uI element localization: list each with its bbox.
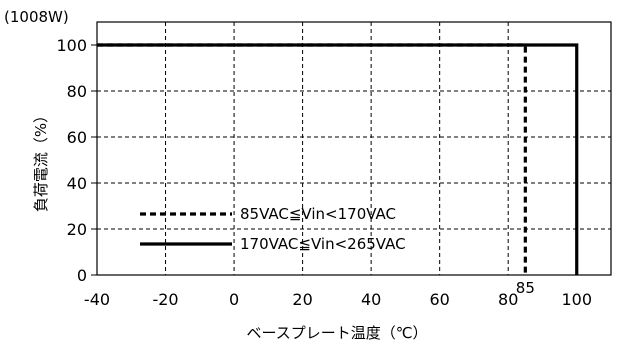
x-tick-label: 0 [229,290,239,309]
x-axis-label: ベースプレート温度（℃） [246,324,427,342]
series-line-2 [97,43,579,275]
legend-label-2: 170VAC≦Vin<265VAC [240,235,406,253]
y-tick-label: 60 [67,128,87,147]
x-tick-label: 20 [292,290,312,309]
x-tick-label: 80 [498,290,518,309]
y-tick-label: 20 [67,220,87,239]
series-layer [97,43,579,275]
x-tick-label: -20 [152,290,178,309]
tick-labels: -40 -20 0 20 40 60 80 100 0 20 40 60 80 100 85 [56,36,592,309]
plot-area-border [96,21,612,276]
y-tick-label: 40 [67,174,87,193]
y-axis-label: 負荷電流（%） [32,108,50,212]
y-tick-label: 80 [67,82,87,101]
x-tick-label: 60 [429,290,449,309]
legend-label-1: 85VAC≦Vin<170VAC [240,205,396,223]
legend: 85VAC≦Vin<170VAC 170VAC≦Vin<265VAC [140,205,406,253]
annotation-label: 85 [516,279,535,297]
x-tick-label: 40 [361,290,381,309]
plot-frame [91,21,612,276]
y-tick-label: 100 [56,36,87,55]
x-tick-label: -40 [84,290,110,309]
unit-note: (1008W) [4,8,69,26]
y-tick-label: 0 [77,266,87,285]
x-tick-label: 100 [561,290,592,309]
